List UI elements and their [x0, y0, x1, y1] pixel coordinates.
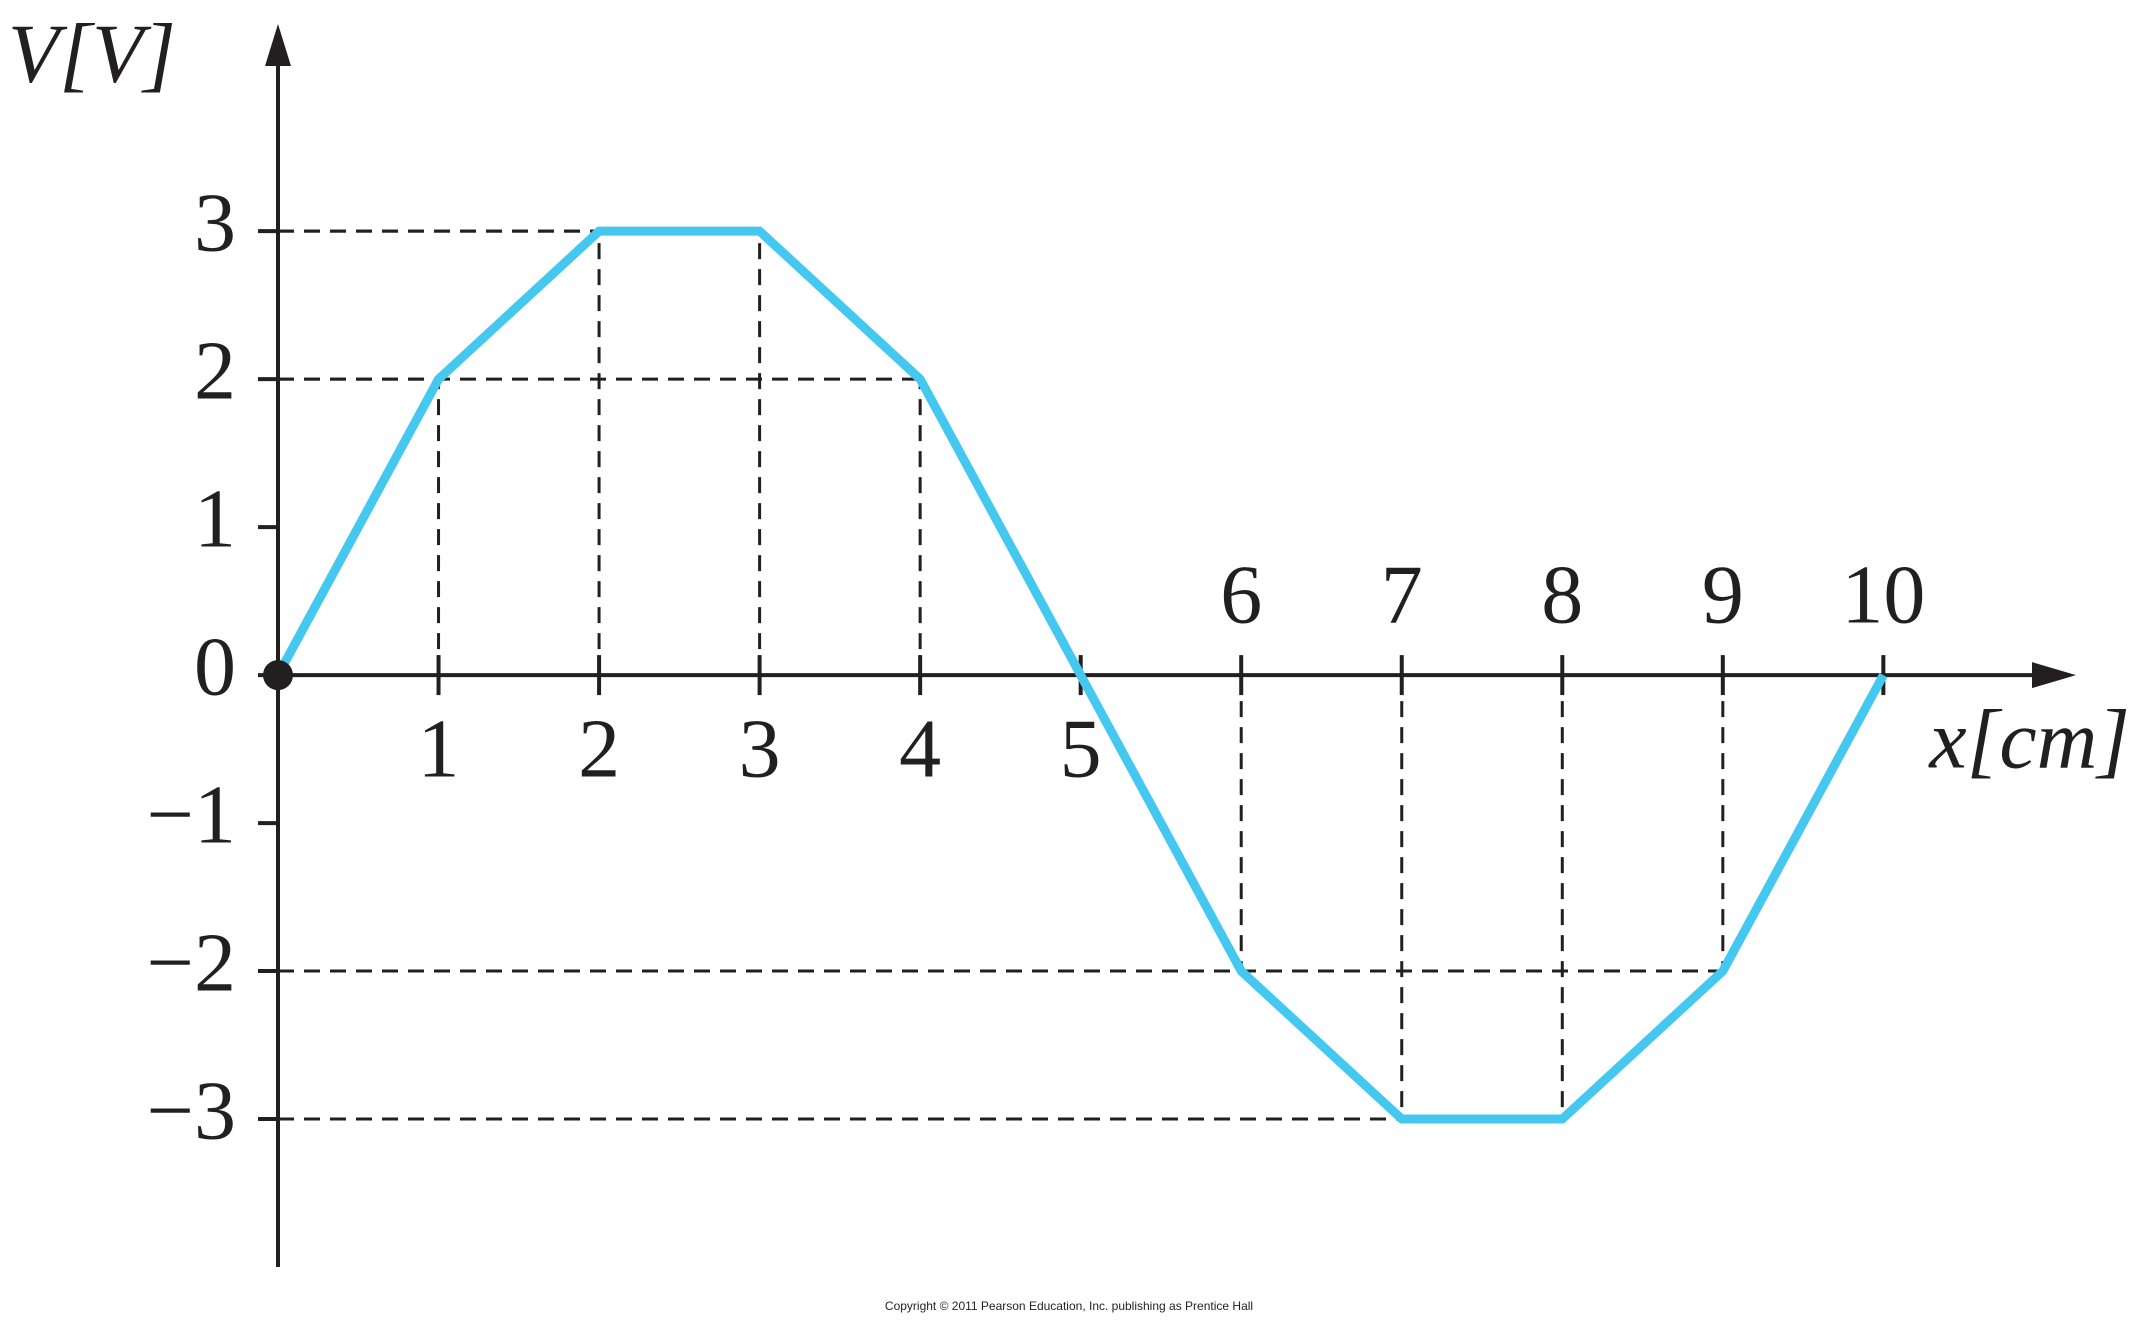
- copyright: Copyright © 2011 Pearson Education, Inc.…: [885, 1299, 1253, 1313]
- x-tick-label: 9: [1702, 548, 1744, 641]
- y-axis-arrow: [265, 24, 291, 66]
- x-axis-arrow: [2032, 662, 2076, 689]
- x-tick-label: 6: [1220, 548, 1262, 641]
- x-tick-label: 3: [739, 702, 781, 795]
- y-tick-label: 0: [194, 620, 236, 713]
- y-tick-label: 1: [194, 472, 236, 565]
- origin-dot: [263, 660, 293, 691]
- y-tick-label: −2: [147, 916, 236, 1009]
- x-tick-label: 10: [1841, 548, 1925, 641]
- y-tick-label: −1: [147, 768, 236, 861]
- x-tick-label: 4: [899, 702, 941, 795]
- y-tick-label: 2: [194, 324, 236, 417]
- x-tick-label: 1: [418, 702, 460, 795]
- y-tick-label: 3: [194, 176, 236, 269]
- y-tick-label: −3: [147, 1064, 236, 1157]
- y-axis-label: V[V]: [8, 7, 176, 100]
- x-tick-label: 7: [1381, 548, 1423, 641]
- x-tick-label: 8: [1541, 548, 1583, 641]
- x-tick-label: 2: [578, 702, 620, 795]
- x-axis-label: x[cm]: [1927, 693, 2130, 786]
- x-tick-label: 5: [1060, 702, 1102, 795]
- data-line: [274, 226, 1888, 1124]
